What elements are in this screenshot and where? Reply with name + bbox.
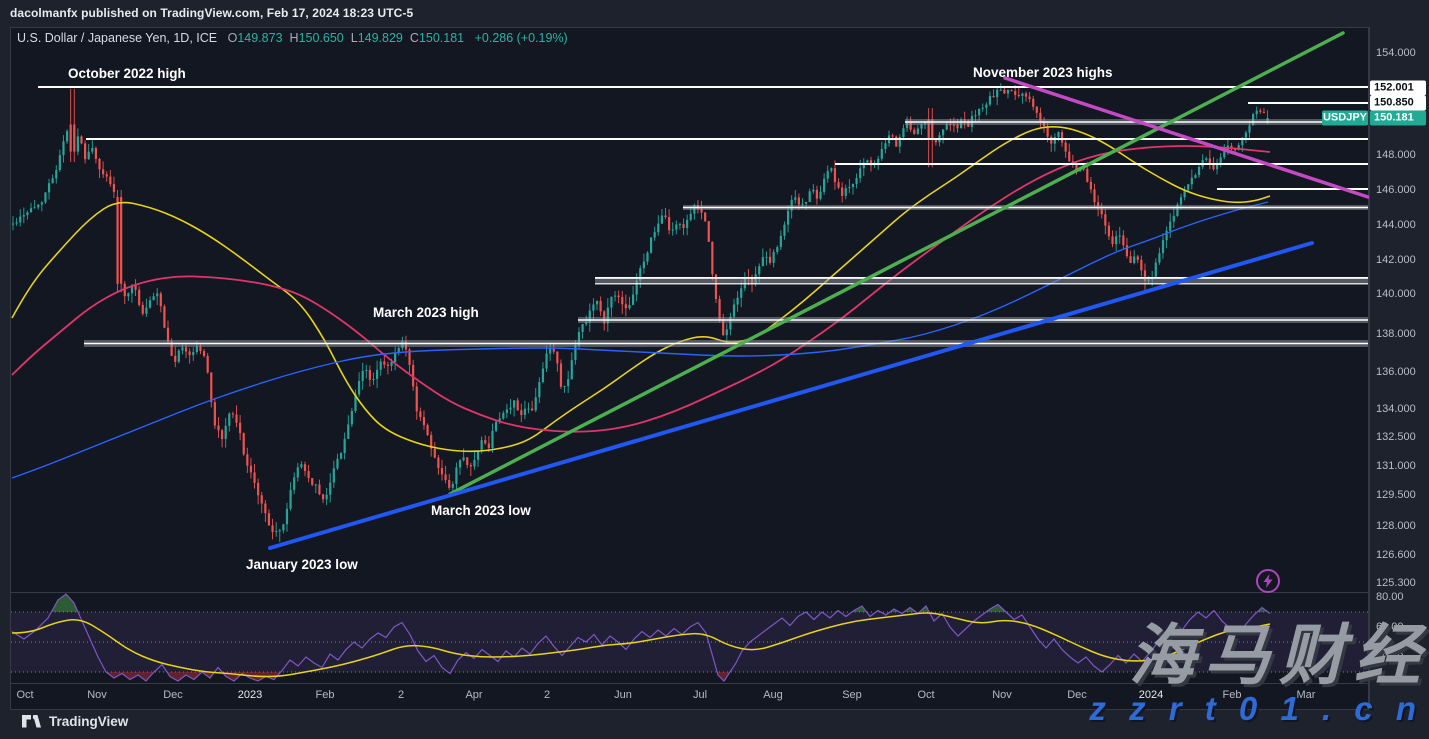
tradingview-attribution[interactable]: TradingView	[22, 714, 128, 729]
band-141-2[interactable]	[595, 277, 1368, 285]
price-tick: 146.000	[1376, 184, 1416, 196]
price-tick: 131.000	[1376, 460, 1416, 472]
line-148-9[interactable]	[86, 138, 1368, 140]
rsi-overbought-fill	[51, 594, 78, 612]
horizontal-levels[interactable]	[38, 86, 1368, 347]
price-tick: 129.500	[1376, 489, 1416, 501]
time-tick-oct: Oct	[16, 689, 34, 701]
time-tick-aug: Aug	[763, 689, 783, 701]
october-2022-high-line[interactable]	[38, 86, 1368, 88]
ohlc-key: C	[409, 31, 419, 45]
time-tick-jul: Jul	[692, 689, 708, 701]
recent-high-line[interactable]	[1248, 102, 1368, 104]
current-price-label: 150.181	[1370, 110, 1426, 126]
rsi-oversold-fill	[106, 672, 154, 681]
rsi-tick: 60.00	[1376, 621, 1404, 633]
rsi-pane	[11, 593, 1368, 682]
zone-137-8[interactable]	[84, 340, 1368, 347]
time-tick-jun: Jun	[614, 689, 632, 701]
rsi-ma-line	[11, 612, 1271, 678]
legend-change: +0.286 (+0.19%)	[474, 31, 568, 45]
zone-145-0[interactable]	[683, 205, 1368, 210]
time-tick-2: 2	[397, 689, 405, 701]
ohlc-value: 150.181	[418, 31, 465, 45]
time-tick-feb: Feb	[315, 689, 335, 701]
rsi-overbought-fill	[986, 604, 1006, 612]
trendline-green-uptrend[interactable]	[448, 31, 1345, 496]
price-tick: 128.000	[1376, 520, 1416, 532]
rsi-tick: 40.00	[1376, 651, 1404, 663]
ohlc-value: 149.829	[357, 31, 403, 45]
time-tick-apr: Apr	[465, 689, 483, 701]
price-level-label: 152.001	[1370, 80, 1426, 96]
rsi-tick: 80.00	[1376, 591, 1404, 603]
price-level-label: 150.850	[1370, 95, 1426, 111]
trendline-purple-downtrend[interactable]	[1003, 76, 1370, 199]
time-tick-2023: 2023	[237, 689, 263, 701]
tradingview-logo-text: TradingView	[49, 714, 129, 729]
line-147-5[interactable]	[835, 163, 1368, 165]
sma-mid-pink	[11, 145, 1271, 433]
price-tick: 140.000	[1376, 288, 1416, 300]
ohlc-value: 150.650	[298, 31, 344, 45]
annotation-november-2023-highs[interactable]: November 2023 highs	[973, 65, 1113, 80]
ohlc-value: 149.873	[237, 31, 283, 45]
rsi-overbought-fill	[904, 607, 916, 612]
legend-ohlc: O149.873 H150.650 L149.829 C150.181	[221, 31, 465, 45]
annotation-october-2022-high[interactable]: October 2022 high	[68, 66, 186, 81]
ohlc-key: H	[289, 31, 299, 45]
time-tick-2024: 2024	[1138, 689, 1164, 701]
rsi-oversold-fill	[202, 672, 215, 678]
time-tick-mar: Mar	[1296, 689, 1316, 701]
time-tick-feb: Feb	[1222, 689, 1242, 701]
rsi-line	[11, 593, 1271, 682]
price-tick: 134.000	[1376, 403, 1416, 415]
rsi-oversold-fill	[717, 672, 730, 681]
candlestick-series	[11, 83, 1269, 542]
symbol-description[interactable]: U.S. Dollar / Japanese Yen, 1D, ICE	[17, 31, 218, 45]
time-tick-2: 2	[543, 689, 551, 701]
trendline-blue-uptrend[interactable]	[268, 241, 1314, 550]
price-tick: 125.300	[1376, 577, 1416, 589]
publish-text: dacolmanfx published on TradingView.com,…	[10, 6, 414, 20]
time-tick-sep: Sep	[842, 689, 862, 701]
symbol-tag: USDJPY	[1322, 110, 1368, 126]
price-tick: 148.000	[1376, 149, 1416, 161]
annotation-march-2023-high[interactable]: March 2023 high	[373, 305, 479, 320]
price-tick: 144.000	[1376, 219, 1416, 231]
quick-trade-button[interactable]	[1256, 569, 1280, 593]
ohlc-key: O	[227, 31, 238, 45]
line-146-0[interactable]	[1217, 188, 1368, 190]
sma-fast-yellow	[11, 125, 1271, 453]
sma-slow-blue	[11, 201, 1269, 479]
price-tick: 132.500	[1376, 431, 1416, 443]
rsi-overbought-fill	[1257, 607, 1268, 612]
price-tick: 154.000	[1376, 47, 1416, 59]
zone-138-7[interactable]	[578, 317, 1368, 323]
price-tick: 136.000	[1376, 366, 1416, 378]
tradingview-logo-icon	[22, 715, 41, 728]
publish-bar: dacolmanfx published on TradingView.com,…	[0, 0, 1429, 27]
price-tick: 126.600	[1376, 549, 1416, 561]
price-tick: 142.000	[1376, 254, 1416, 266]
lightning-icon	[1263, 574, 1273, 588]
time-tick-nov: Nov	[992, 689, 1012, 701]
price-tick: 138.000	[1376, 328, 1416, 340]
time-tick-oct: Oct	[917, 689, 935, 701]
time-tick-nov: Nov	[87, 689, 107, 701]
ohlc-key: L	[350, 31, 358, 45]
time-tick-dec: Dec	[163, 689, 183, 701]
time-tick-dec: Dec	[1067, 689, 1087, 701]
symbol-legend[interactable]: U.S. Dollar / Japanese Yen, 1D, ICE O149…	[17, 31, 568, 45]
annotation-march-2023-low[interactable]: March 2023 low	[431, 503, 531, 518]
annotation-january-2023-low[interactable]: January 2023 low	[246, 557, 358, 572]
